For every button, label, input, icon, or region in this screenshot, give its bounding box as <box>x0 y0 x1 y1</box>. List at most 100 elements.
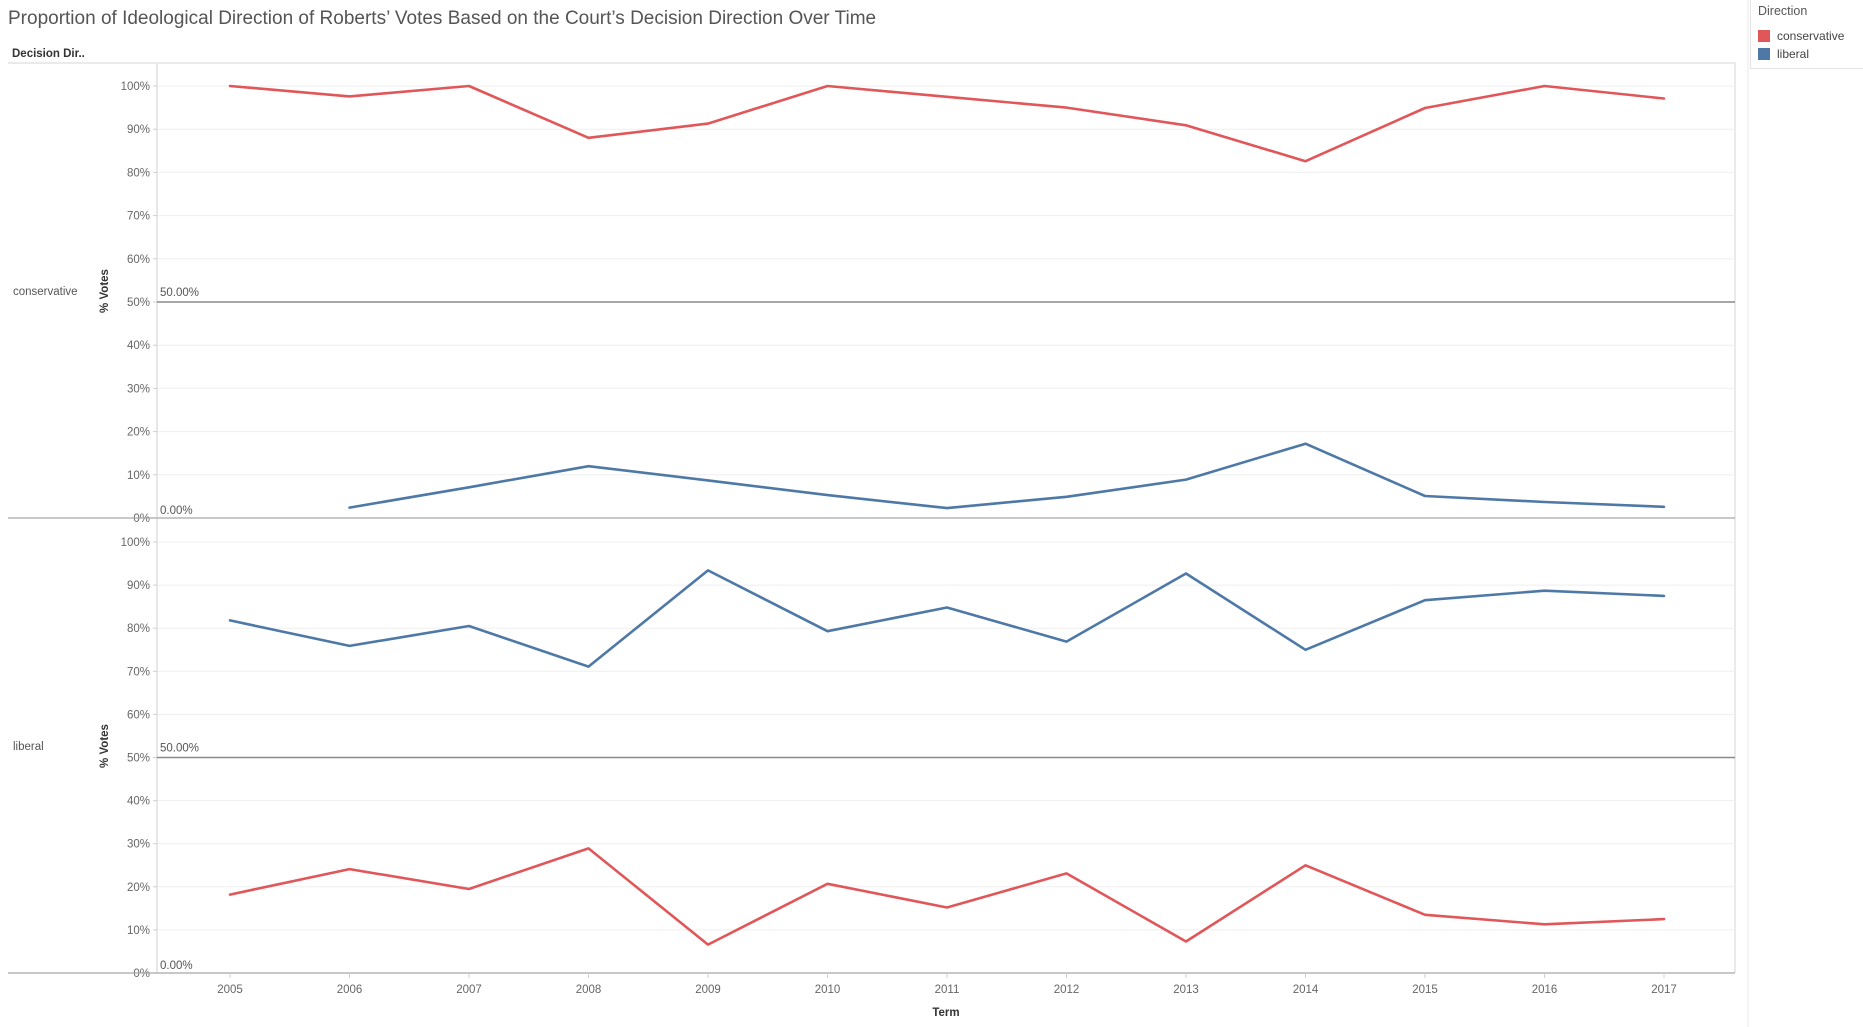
data-point-conservative-2006[interactable] <box>347 866 353 872</box>
legend-swatch-liberal <box>1758 48 1770 60</box>
row-label-liberal: liberal <box>13 741 44 753</box>
data-point-conservative-2015[interactable] <box>1422 912 1428 918</box>
data-point-conservative-2014[interactable] <box>1303 862 1309 868</box>
y-tick-label: 60% <box>127 709 150 721</box>
y-axis-title: % Votes <box>99 269 111 313</box>
reference-line-label: 50.00% <box>160 287 199 299</box>
data-point-liberal-2017[interactable] <box>1661 504 1667 510</box>
data-point-conservative-2014[interactable] <box>1303 158 1309 164</box>
y-tick-label: 50% <box>127 297 150 309</box>
y-tick-label: 0% <box>133 513 150 525</box>
legend: Direction conservative liberal <box>1750 0 1863 69</box>
y-tick-label: 0% <box>133 968 150 980</box>
data-point-liberal-2010[interactable] <box>825 628 831 634</box>
data-point-conservative-2007[interactable] <box>466 83 472 89</box>
y-tick-label: 10% <box>127 470 150 482</box>
data-point-liberal-2008[interactable] <box>586 664 592 670</box>
data-point-liberal-2009[interactable] <box>705 477 711 483</box>
data-point-liberal-2014[interactable] <box>1303 647 1309 653</box>
x-tick-label: 2016 <box>1532 984 1558 996</box>
data-point-conservative-2005[interactable] <box>227 892 233 898</box>
y-tick-label: 20% <box>127 427 150 439</box>
data-point-liberal-2012[interactable] <box>1064 639 1070 645</box>
data-point-liberal-2007[interactable] <box>466 484 472 490</box>
data-point-liberal-2009[interactable] <box>705 567 711 573</box>
data-point-liberal-2008[interactable] <box>586 463 592 469</box>
y-tick-label: 10% <box>127 925 150 937</box>
legend-title: Direction <box>1758 4 1808 18</box>
y-tick-label: 80% <box>127 167 150 179</box>
row-header[interactable]: Decision Dir.. <box>12 48 85 60</box>
y-tick-label: 90% <box>127 124 150 136</box>
y-tick-label: 50% <box>127 753 150 765</box>
x-tick-label: 2012 <box>1054 984 1080 996</box>
x-tick-label: 2015 <box>1412 984 1438 996</box>
data-point-conservative-2008[interactable] <box>586 135 592 141</box>
series-line-liberal-conservative[interactable] <box>228 847 1666 946</box>
data-point-liberal-2013[interactable] <box>1183 570 1189 576</box>
legend-swatch-conservative <box>1758 30 1770 42</box>
data-point-conservative-2010[interactable] <box>825 881 831 887</box>
reference-line-label: 50.00% <box>160 743 199 755</box>
y-tick-label: 30% <box>127 839 150 851</box>
series-line-conservative-liberal[interactable] <box>348 442 1666 510</box>
data-point-conservative-2017[interactable] <box>1661 96 1667 102</box>
x-tick-label: 2009 <box>695 984 721 996</box>
data-point-conservative-2007[interactable] <box>466 886 472 892</box>
data-point-liberal-2011[interactable] <box>944 605 950 611</box>
data-point-conservative-2009[interactable] <box>705 942 711 948</box>
data-point-liberal-2014[interactable] <box>1303 441 1309 447</box>
x-tick-label: 2013 <box>1173 984 1199 996</box>
series-line-conservative-conservative[interactable] <box>228 84 1666 163</box>
y-tick-label: 90% <box>127 580 150 592</box>
series-line-liberal-liberal[interactable] <box>228 569 1666 668</box>
data-point-conservative-2006[interactable] <box>347 93 353 99</box>
data-point-liberal-2013[interactable] <box>1183 477 1189 483</box>
legend-label-conservative: conservative <box>1777 29 1845 43</box>
y-tick-label: 100% <box>121 81 150 93</box>
legend-item-conservative[interactable]: conservative <box>1758 29 1844 43</box>
data-point-liberal-2011[interactable] <box>944 505 950 511</box>
data-point-liberal-2015[interactable] <box>1422 493 1428 499</box>
data-point-conservative-2013[interactable] <box>1183 122 1189 128</box>
data-point-conservative-2010[interactable] <box>825 83 831 89</box>
data-point-conservative-2011[interactable] <box>944 94 950 100</box>
data-point-liberal-2006[interactable] <box>347 505 353 511</box>
legend-label-liberal: liberal <box>1777 47 1810 61</box>
y-tick-label: 70% <box>127 211 150 223</box>
data-point-liberal-2012[interactable] <box>1064 494 1070 500</box>
legend-item-liberal[interactable]: liberal <box>1758 47 1809 61</box>
y-tick-label: 20% <box>127 882 150 894</box>
x-tick-label: 2006 <box>337 984 363 996</box>
data-point-liberal-2017[interactable] <box>1661 593 1667 599</box>
data-point-liberal-2016[interactable] <box>1542 499 1548 505</box>
y-axis-title: % Votes <box>99 724 111 768</box>
data-point-conservative-2012[interactable] <box>1064 870 1070 876</box>
y-tick-label: 70% <box>127 666 150 678</box>
data-point-liberal-2005[interactable] <box>227 617 233 623</box>
y-tick-label: 40% <box>127 340 150 352</box>
data-point-liberal-2006[interactable] <box>347 643 353 649</box>
data-point-conservative-2016[interactable] <box>1542 921 1548 927</box>
data-point-liberal-2015[interactable] <box>1422 597 1428 603</box>
data-point-conservative-2008[interactable] <box>586 845 592 851</box>
data-point-conservative-2005[interactable] <box>227 83 233 89</box>
data-point-conservative-2016[interactable] <box>1542 83 1548 89</box>
x-tick-label: 2005 <box>217 984 243 996</box>
row-label-conservative: conservative <box>13 286 78 298</box>
y-tick-label: 60% <box>127 254 150 266</box>
y-tick-label: 80% <box>127 623 150 635</box>
data-point-conservative-2012[interactable] <box>1064 105 1070 111</box>
data-point-liberal-2007[interactable] <box>466 623 472 629</box>
data-point-conservative-2013[interactable] <box>1183 939 1189 945</box>
data-point-conservative-2011[interactable] <box>944 904 950 910</box>
x-tick-label: 2007 <box>456 984 482 996</box>
data-point-conservative-2015[interactable] <box>1422 105 1428 111</box>
x-tick-label: 2010 <box>815 984 841 996</box>
data-point-liberal-2016[interactable] <box>1542 588 1548 594</box>
data-point-conservative-2009[interactable] <box>705 121 711 127</box>
data-point-liberal-2010[interactable] <box>825 492 831 498</box>
x-axis-title: Term <box>932 1007 959 1019</box>
data-point-conservative-2017[interactable] <box>1661 916 1667 922</box>
